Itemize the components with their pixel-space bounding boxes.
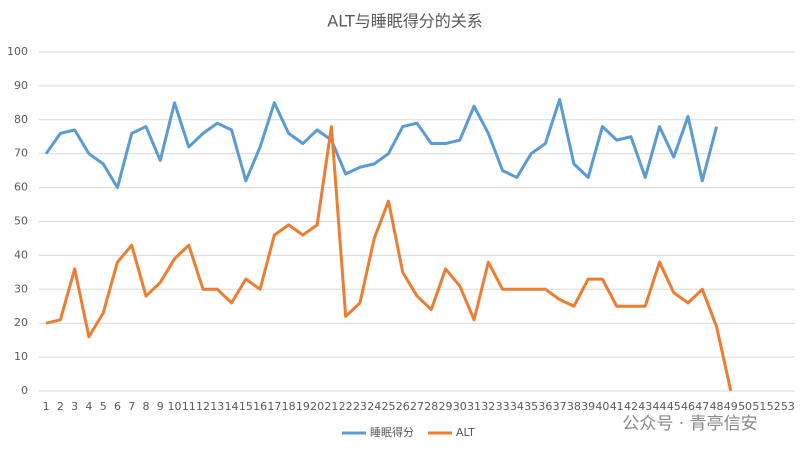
x-tick-label: 37 <box>553 400 567 413</box>
x-tick-label: 53 <box>781 400 795 413</box>
x-tick-label: 4 <box>85 400 92 413</box>
x-tick-label: 42 <box>624 400 638 413</box>
x-tick-label: 28 <box>424 400 438 413</box>
y-tick-label: 30 <box>14 282 28 295</box>
x-tick-label: 47 <box>695 400 709 413</box>
x-tick-label: 2 <box>57 400 64 413</box>
x-tick-label: 44 <box>652 400 666 413</box>
y-tick-label: 10 <box>14 350 28 363</box>
x-tick-label: 3 <box>71 400 78 413</box>
x-tick-label: 16 <box>253 400 267 413</box>
x-tick-label: 15 <box>239 400 253 413</box>
series-line <box>44 97 719 190</box>
y-tick-label: 20 <box>14 316 28 329</box>
x-tick-label: 12 <box>196 400 210 413</box>
chart-title: ALT与睡眠得分的关系 <box>327 12 482 31</box>
x-tick-label: 30 <box>453 400 467 413</box>
y-tick-label: 70 <box>14 147 28 160</box>
x-tick-label: 39 <box>581 400 595 413</box>
x-tick-label: 31 <box>467 400 481 413</box>
x-tick-label: 19 <box>296 400 310 413</box>
x-tick-label: 36 <box>538 400 552 413</box>
legend-label: ALT <box>456 426 475 439</box>
x-tick-label: 26 <box>396 400 410 413</box>
x-tick-label: 21 <box>324 400 338 413</box>
y-tick-label: 60 <box>14 181 28 194</box>
x-tick-label: 18 <box>282 400 296 413</box>
x-tick-label: 29 <box>439 400 453 413</box>
y-tick-label: 80 <box>14 113 28 126</box>
series-line <box>45 125 733 392</box>
x-tick-label: 50 <box>738 400 752 413</box>
x-tick-label: 5 <box>100 400 107 413</box>
x-tick-label: 13 <box>210 400 224 413</box>
x-tick-label: 38 <box>567 400 581 413</box>
x-tick-label: 11 <box>182 400 196 413</box>
x-tick-label: 24 <box>367 400 381 413</box>
x-tick-label: 49 <box>724 400 738 413</box>
x-tick-label: 52 <box>767 400 781 413</box>
x-tick-label: 27 <box>410 400 424 413</box>
y-tick-label: 100 <box>7 45 28 58</box>
x-tick-label: 17 <box>267 400 281 413</box>
x-tick-label: 14 <box>225 400 239 413</box>
x-tick-label: 8 <box>142 400 149 413</box>
x-tick-label: 45 <box>667 400 681 413</box>
watermark: 公众号 · 青亭信安 <box>622 414 757 434</box>
x-tick-label: 7 <box>128 400 135 413</box>
x-tick-label: 25 <box>381 400 395 413</box>
y-tick-label: 40 <box>14 248 28 261</box>
x-tick-label: 33 <box>496 400 510 413</box>
legend-label: 睡眠得分 <box>370 426 414 439</box>
x-tick-label: 40 <box>595 400 609 413</box>
x-tick-label: 23 <box>353 400 367 413</box>
x-tick-label: 35 <box>524 400 538 413</box>
x-tick-label: 48 <box>710 400 724 413</box>
x-tick-label: 46 <box>681 400 695 413</box>
x-tick-label: 1 <box>43 400 50 413</box>
x-tick-label: 41 <box>610 400 624 413</box>
y-tick-label: 50 <box>14 215 28 228</box>
x-tick-label: 32 <box>481 400 495 413</box>
y-tick-label: 0 <box>21 384 28 397</box>
x-tick-label: 43 <box>638 400 652 413</box>
x-tick-label: 20 <box>310 400 324 413</box>
x-tick-label: 10 <box>168 400 182 413</box>
y-tick-label: 90 <box>14 79 28 92</box>
x-tick-label: 6 <box>114 400 121 413</box>
x-tick-label: 34 <box>510 400 524 413</box>
x-tick-label: 9 <box>157 400 164 413</box>
x-tick-label: 51 <box>752 400 766 413</box>
x-tick-label: 22 <box>339 400 353 413</box>
